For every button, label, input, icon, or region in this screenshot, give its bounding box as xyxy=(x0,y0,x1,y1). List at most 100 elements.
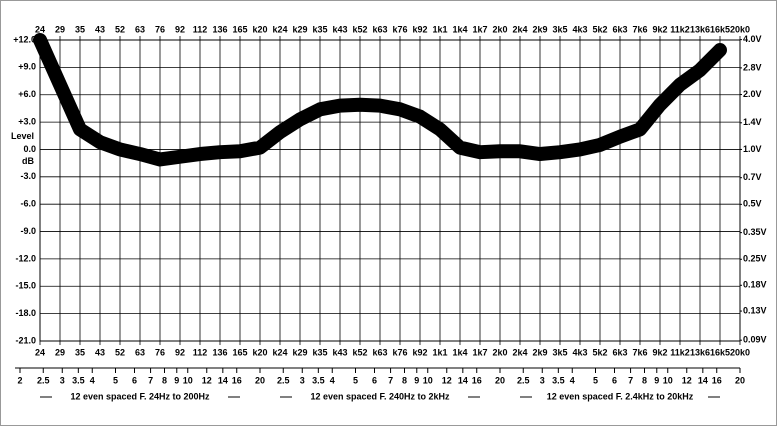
y-tick-label: +12.0 xyxy=(13,34,36,44)
x-bottom-label: 2k4 xyxy=(512,347,527,357)
y2-tick-label: 0.7V xyxy=(743,172,762,182)
x2-tick-label: 2.5 xyxy=(517,375,530,385)
x-top-label: 13k6 xyxy=(690,24,710,34)
x-top-label: 52 xyxy=(115,24,125,34)
x-top-label: 7k6 xyxy=(632,24,647,34)
x-bottom-label: k63 xyxy=(372,347,387,357)
x2-tick-label: 16 xyxy=(712,375,722,385)
x-bottom-label: 20k0 xyxy=(730,347,750,357)
x-top-label: 29 xyxy=(55,24,65,34)
y2-tick-label: 1.0V xyxy=(743,144,762,154)
caption-bg xyxy=(532,391,708,403)
y2-tick-label: 0.25V xyxy=(743,254,767,264)
y-tick-label: 0.0 xyxy=(23,144,36,154)
x2-tick-label: 3 xyxy=(300,375,305,385)
x2-tick-label: 8 xyxy=(402,375,407,385)
x2-caption: 12 even spaced F. 2.4kHz to 20kHz xyxy=(547,391,694,401)
x-bottom-label: k24 xyxy=(272,347,287,357)
x-top-label: 20k0 xyxy=(730,24,750,34)
y2-tick-label: 0.13V xyxy=(743,305,767,315)
x2-tick-label: 7 xyxy=(628,375,633,385)
x-top-label: 1k1 xyxy=(432,24,447,34)
y2-tick-label: 0.35V xyxy=(743,227,767,237)
x-top-label: 5k2 xyxy=(592,24,607,34)
x-bottom-label: 112 xyxy=(193,347,208,357)
x2-tick-label: 2.5 xyxy=(37,375,50,385)
caption-bg xyxy=(52,391,228,403)
x-top-label: 11k2 xyxy=(670,24,690,34)
x-bottom-label: 2k0 xyxy=(492,347,507,357)
x-top-label: 76 xyxy=(155,24,165,34)
x-top-label: 6k3 xyxy=(612,24,627,34)
y-tick-label: +6.0 xyxy=(18,89,36,99)
y-tick-label: -15.0 xyxy=(15,281,36,291)
x2-tick-label: 4 xyxy=(570,375,575,385)
x2-tick-label: 6 xyxy=(132,375,137,385)
x-bottom-label: 11k2 xyxy=(670,347,690,357)
x2-tick-label: 3 xyxy=(60,375,65,385)
x2-tick-label: 3.5 xyxy=(72,375,85,385)
x2-tick-label: 3.5 xyxy=(552,375,565,385)
x-top-label: k20 xyxy=(252,24,267,34)
x-top-label: 4k3 xyxy=(572,24,587,34)
x-top-label: k52 xyxy=(352,24,367,34)
x-top-label: k63 xyxy=(372,24,387,34)
x-bottom-label: 1k4 xyxy=(452,347,467,357)
x-bottom-label: 2k9 xyxy=(532,347,547,357)
x-bottom-label: k52 xyxy=(352,347,367,357)
x2-tick-label: 5 xyxy=(113,375,118,385)
x2-tick-label: 9 xyxy=(414,375,419,385)
x-top-label: 24 xyxy=(35,24,45,34)
x2-tick-label: 5 xyxy=(353,375,358,385)
y-tick-label: -12.0 xyxy=(15,253,36,263)
x2-tick-label: 14 xyxy=(458,375,468,385)
y-tick-label: -18.0 xyxy=(15,308,36,318)
x-top-label: k35 xyxy=(312,24,327,34)
x-bottom-label: 16k5 xyxy=(710,347,730,357)
y-axis-label: Level xyxy=(11,131,34,141)
x-bottom-label: 29 xyxy=(55,347,65,357)
x-top-label: 165 xyxy=(232,24,247,34)
x2-tick-label: 12 xyxy=(682,375,692,385)
x-bottom-label: k76 xyxy=(392,347,407,357)
x-bottom-label: k20 xyxy=(252,347,267,357)
caption-bg xyxy=(292,391,468,403)
x-top-label: 1k7 xyxy=(472,24,487,34)
x-top-label: 2k9 xyxy=(532,24,547,34)
x-top-label: 16k5 xyxy=(710,24,730,34)
x2-tick-label: 7 xyxy=(148,375,153,385)
x2-tick-label: 5 xyxy=(593,375,598,385)
y-axis-unit: dB xyxy=(22,156,34,166)
x-bottom-label: 63 xyxy=(135,347,145,357)
x2-tick-label: 10 xyxy=(423,375,433,385)
x2-tick-label: 20 xyxy=(735,375,745,385)
y-tick-label: +3.0 xyxy=(18,116,36,126)
x-bottom-label: 76 xyxy=(155,347,165,357)
x2-caption: 12 even spaced F. 24Hz to 200Hz xyxy=(70,391,210,401)
y-tick-label: +9.0 xyxy=(18,62,36,72)
x-bottom-label: 5k2 xyxy=(592,347,607,357)
y2-tick-label: 2.8V xyxy=(743,62,762,72)
x2-tick-label: 2.5 xyxy=(277,375,290,385)
x2-tick-label: 16 xyxy=(472,375,482,385)
x2-tick-label: 6 xyxy=(612,375,617,385)
y2-tick-label: 0.18V xyxy=(743,280,767,290)
x2-tick-label: 12 xyxy=(442,375,452,385)
x-bottom-label: 52 xyxy=(115,347,125,357)
x2-caption: 12 even spaced F. 240Hz to 2kHz xyxy=(310,391,450,401)
x-bottom-label: k35 xyxy=(312,347,327,357)
x-bottom-label: 4k3 xyxy=(572,347,587,357)
x2-tick-label: 2 xyxy=(17,375,22,385)
x2-tick-label: 7 xyxy=(388,375,393,385)
y2-tick-label: 0.09V xyxy=(743,335,767,345)
response-curve xyxy=(33,33,727,167)
x-top-label: k92 xyxy=(412,24,427,34)
y-tick-label: -3.0 xyxy=(20,171,36,181)
y-tick-label: -6.0 xyxy=(20,199,36,209)
x-bottom-label: k92 xyxy=(412,347,427,357)
x-bottom-label: 136 xyxy=(212,347,227,357)
x-bottom-label: 13k6 xyxy=(690,347,710,357)
